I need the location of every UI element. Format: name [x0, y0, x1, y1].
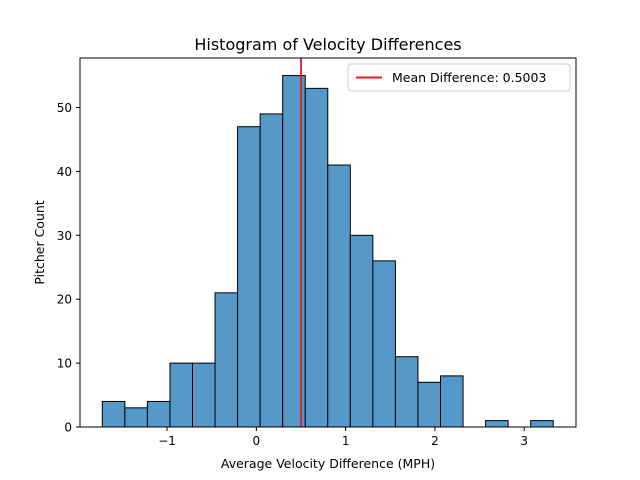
x-tick-label: −1 [158, 434, 176, 448]
histogram-bar [169, 362, 194, 428]
y-tick-label: 30 [57, 229, 72, 243]
histogram-bar [530, 420, 554, 428]
y-tick-label: 40 [57, 165, 72, 179]
legend-box [347, 63, 571, 92]
histogram-bar [214, 292, 239, 428]
histogram-bar [327, 164, 351, 428]
bars-group [101, 75, 554, 428]
histogram-bar [440, 375, 464, 428]
plot-frame [79, 57, 577, 428]
x-tick-label: 3 [520, 434, 528, 448]
histogram-bar [394, 356, 419, 428]
histogram-bar [124, 407, 148, 428]
histogram-bar [304, 87, 329, 428]
y-tick-label: 50 [57, 101, 72, 115]
y-axis-ticks: 0 10 20 30 40 50 [57, 101, 80, 435]
histogram-bar [146, 400, 171, 428]
histogram-bar [192, 362, 216, 428]
histogram-bar [485, 420, 509, 428]
x-axis-ticks: −1 0 1 2 3 [158, 427, 528, 448]
histogram-bar [349, 234, 374, 428]
legend: Mean Difference: 0.5003 [347, 63, 571, 92]
histogram-bar [237, 126, 261, 428]
histogram-bar [372, 260, 396, 428]
x-axis-label: Average Velocity Difference (MPH) [221, 456, 435, 471]
histogram-bar [101, 400, 126, 428]
y-tick-label: 0 [64, 421, 72, 435]
x-tick-label: 2 [431, 434, 439, 448]
legend-mean-label: Mean Difference: 0.5003 [392, 70, 546, 85]
chart-title: Histogram of Velocity Differences [194, 35, 461, 54]
histogram-bar [259, 113, 284, 428]
histogram-bar [417, 381, 442, 428]
x-tick-label: 0 [253, 434, 261, 448]
y-tick-label: 10 [57, 357, 72, 371]
x-tick-label: 1 [342, 434, 350, 448]
y-axis-label: Pitcher Count [32, 200, 47, 284]
y-tick-label: 20 [57, 293, 72, 307]
